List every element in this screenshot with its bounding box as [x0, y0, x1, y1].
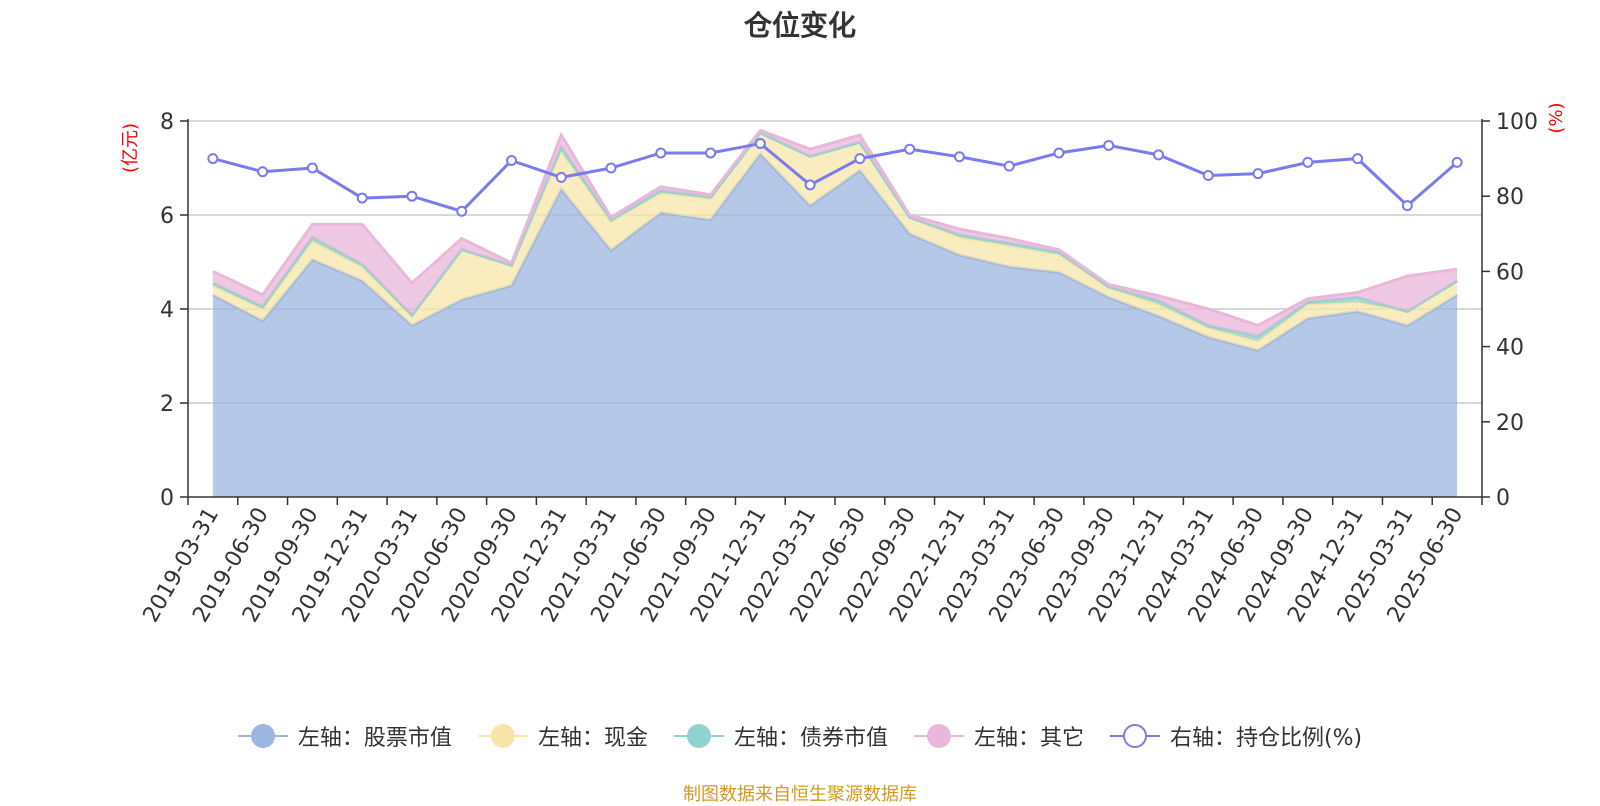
- y-right-axis-title: (%): [1546, 102, 1567, 133]
- ratio-point: [207, 153, 219, 165]
- legend-label: 左轴：债券市值: [733, 726, 888, 751]
- area-cash: [212, 132, 1458, 351]
- ratio-point: [1103, 139, 1115, 151]
- ratio-point: [1153, 149, 1164, 161]
- ratio-line-series: [207, 138, 1463, 217]
- ratio-point: [1401, 200, 1413, 212]
- ratio-point: [1053, 147, 1065, 159]
- y-left-axis-title: (亿元): [120, 123, 141, 173]
- y-left-tick-label: 4: [160, 298, 174, 323]
- area-stock: [212, 153, 1458, 497]
- legend-item-bond[interactable]: 左轴：债券市值: [673, 720, 888, 752]
- ratio-point: [1451, 156, 1463, 168]
- y-left-tick-label: 6: [160, 204, 174, 229]
- legend-item-other[interactable]: 左轴：其它: [913, 720, 1084, 752]
- ratio-point: [1302, 156, 1314, 168]
- legend-label: 右轴：持仓比例(%): [1169, 726, 1363, 751]
- legend-label: 左轴：股票市值: [297, 726, 452, 751]
- ratio-point: [1352, 153, 1364, 165]
- ratio-point: [257, 166, 269, 178]
- ratio-point: [605, 162, 617, 174]
- ratio-point: [456, 205, 468, 217]
- legend-swatch-cash: [477, 723, 528, 749]
- position-change-chart: 024680204060801002019-03-312019-06-30201…: [120, 102, 1567, 626]
- legend-item-ratio[interactable]: 右轴：持仓比例(%): [1109, 720, 1363, 752]
- legend-swatch-stock: [237, 723, 288, 749]
- chart-legend: 左轴：股票市值 左轴：现金 左轴：债券市值 左轴：其它 右轴：持仓比例(%): [0, 720, 1600, 752]
- ratio-point: [754, 138, 766, 150]
- ratio-point: [655, 147, 667, 159]
- ratio-point: [953, 151, 965, 163]
- ratio-line: [212, 141, 1459, 213]
- stacked-areas: [212, 128, 1458, 497]
- ratio-point: [555, 171, 567, 183]
- ratio-point: [406, 190, 418, 202]
- y-right-tick-label: 100: [1496, 110, 1538, 135]
- y-left-tick-label: 2: [160, 392, 174, 417]
- legend-label: 左轴：其它: [973, 726, 1084, 751]
- y-right-tick-label: 20: [1496, 411, 1524, 436]
- legend-swatch-other: [913, 723, 964, 749]
- legend-label: 左轴：现金: [537, 726, 648, 751]
- ratio-point: [1003, 160, 1015, 172]
- ratio-point: [1202, 170, 1214, 182]
- y-left-tick-label: 0: [160, 486, 174, 511]
- y-left-tick-label: 8: [160, 110, 174, 135]
- y-right-tick-label: 0: [1496, 486, 1510, 511]
- legend-swatch-ratio: [1109, 723, 1160, 749]
- ratio-point: [306, 162, 318, 174]
- y-right-tick-label: 80: [1496, 185, 1524, 210]
- ratio-point: [1252, 168, 1264, 180]
- ratio-point: [506, 154, 517, 166]
- y-right-tick-label: 60: [1496, 260, 1524, 285]
- ratio-point: [356, 192, 368, 204]
- ratio-point: [804, 179, 816, 191]
- legend-item-cash[interactable]: 左轴：现金: [477, 720, 648, 752]
- legend-item-stock[interactable]: 左轴：股票市值: [237, 720, 452, 752]
- source-note: 制图数据来自恒生聚源数据库: [683, 784, 917, 805]
- chart-title: 仓位变化: [743, 9, 856, 42]
- ratio-point: [854, 153, 866, 165]
- legend-swatch-bond: [673, 723, 724, 749]
- area-edge-other: [212, 128, 1458, 328]
- ratio-point: [904, 143, 916, 155]
- ratio-point: [705, 147, 717, 159]
- y-right-tick-label: 40: [1496, 336, 1524, 361]
